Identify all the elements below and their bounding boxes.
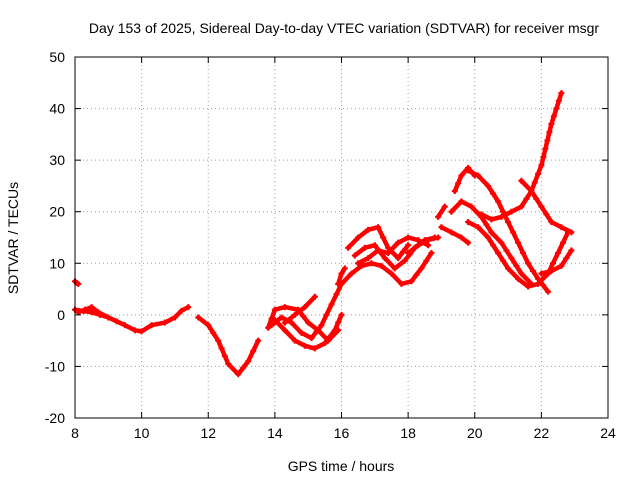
y-tick-label: 50 <box>49 49 65 65</box>
series-arc-6 <box>271 311 345 352</box>
series-trace <box>405 235 441 256</box>
series-arc-22 <box>518 177 575 236</box>
chart-title: Day 153 of 2025, Sidereal Day-to-day VTE… <box>89 20 599 36</box>
series-arc-3 <box>75 304 112 321</box>
x-tick-label: 20 <box>467 425 483 441</box>
series-trace <box>519 178 574 235</box>
x-tick-label: 16 <box>334 425 350 441</box>
y-tick-label: 20 <box>49 204 65 220</box>
x-tick-label: 18 <box>400 425 416 441</box>
series-arc-8 <box>281 293 318 326</box>
x-tick-label: 14 <box>267 425 283 441</box>
series-arc-23 <box>538 247 575 277</box>
series-arc-16 <box>438 224 472 246</box>
series-arc-1 <box>72 278 82 287</box>
y-tick-label: -20 <box>45 410 65 426</box>
data-points <box>72 90 575 378</box>
y-axis-label: SDTVAR / TECUs <box>5 182 21 294</box>
x-axis-label: GPS time / hours <box>288 458 395 474</box>
ticks: 8 10 12 14 16 18 20 22 24 -20 -10 0 10 20 30 40 50 <box>45 49 616 441</box>
series-arc-21 <box>478 90 565 223</box>
series-arc-4 <box>195 314 262 378</box>
x-tick-label: 10 <box>134 425 150 441</box>
x-tick-label: 22 <box>534 425 550 441</box>
y-tick-label: 40 <box>49 101 65 117</box>
series-trace <box>435 204 448 220</box>
series-arc-14 <box>405 234 442 256</box>
y-tick-label: 10 <box>49 255 65 271</box>
x-tick-label: 24 <box>600 425 616 441</box>
series-arc-13 <box>355 234 432 267</box>
series-arc-12 <box>338 249 435 287</box>
series-trace <box>439 224 471 245</box>
series-arc-10 <box>345 224 412 262</box>
y-tick-label: -10 <box>45 358 65 374</box>
grid <box>75 57 608 418</box>
series-arc-9 <box>335 265 348 287</box>
y-tick-label: 0 <box>57 307 65 323</box>
y-tick-label: 30 <box>49 152 65 168</box>
x-tick-label: 8 <box>71 425 79 441</box>
series-trace <box>479 90 564 222</box>
series-arc-15 <box>435 203 448 220</box>
series-arc-18 <box>465 167 552 295</box>
x-tick-label: 12 <box>200 425 216 441</box>
series-arc-17 <box>451 164 478 195</box>
series-trace <box>272 312 344 351</box>
series-arc-20 <box>465 219 572 290</box>
series-trace <box>282 294 318 325</box>
